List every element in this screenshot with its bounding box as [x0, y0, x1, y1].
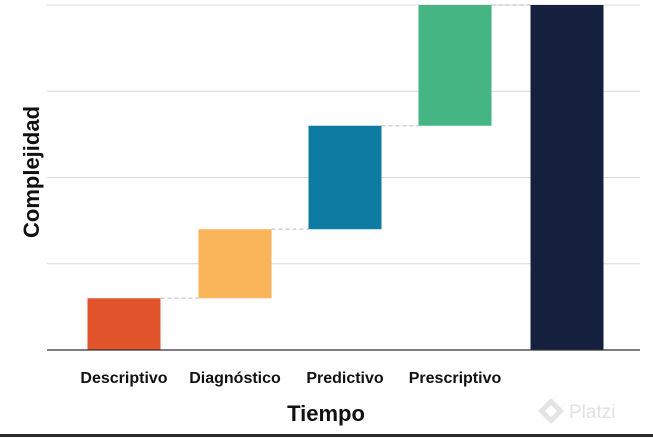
x-tick-label: Predictivo	[306, 370, 384, 387]
bar-predictivo	[308, 125, 382, 230]
bar-descriptivo	[87, 298, 161, 350]
watermark-text: Platzi	[569, 402, 615, 423]
bottom-border	[0, 434, 653, 437]
bar-total	[530, 5, 604, 350]
bar-prescriptivo	[418, 5, 492, 126]
platzi-logo-icon	[538, 398, 564, 424]
x-axis-title: Tiempo	[287, 401, 365, 426]
watermark: Platzi	[538, 398, 615, 424]
y-axis-title: Complejidad	[19, 106, 44, 238]
bar-diagnostico	[198, 229, 272, 299]
x-tick-label: Descriptivo	[80, 370, 167, 387]
x-tick-label: Diagnóstico	[189, 370, 281, 387]
bars	[87, 5, 604, 350]
x-tick-labels: Descriptivo Diagnóstico Predictivo Prescrip…	[80, 370, 501, 387]
connector-lines	[160, 4, 531, 299]
x-tick-label: Prescriptivo	[409, 370, 502, 387]
